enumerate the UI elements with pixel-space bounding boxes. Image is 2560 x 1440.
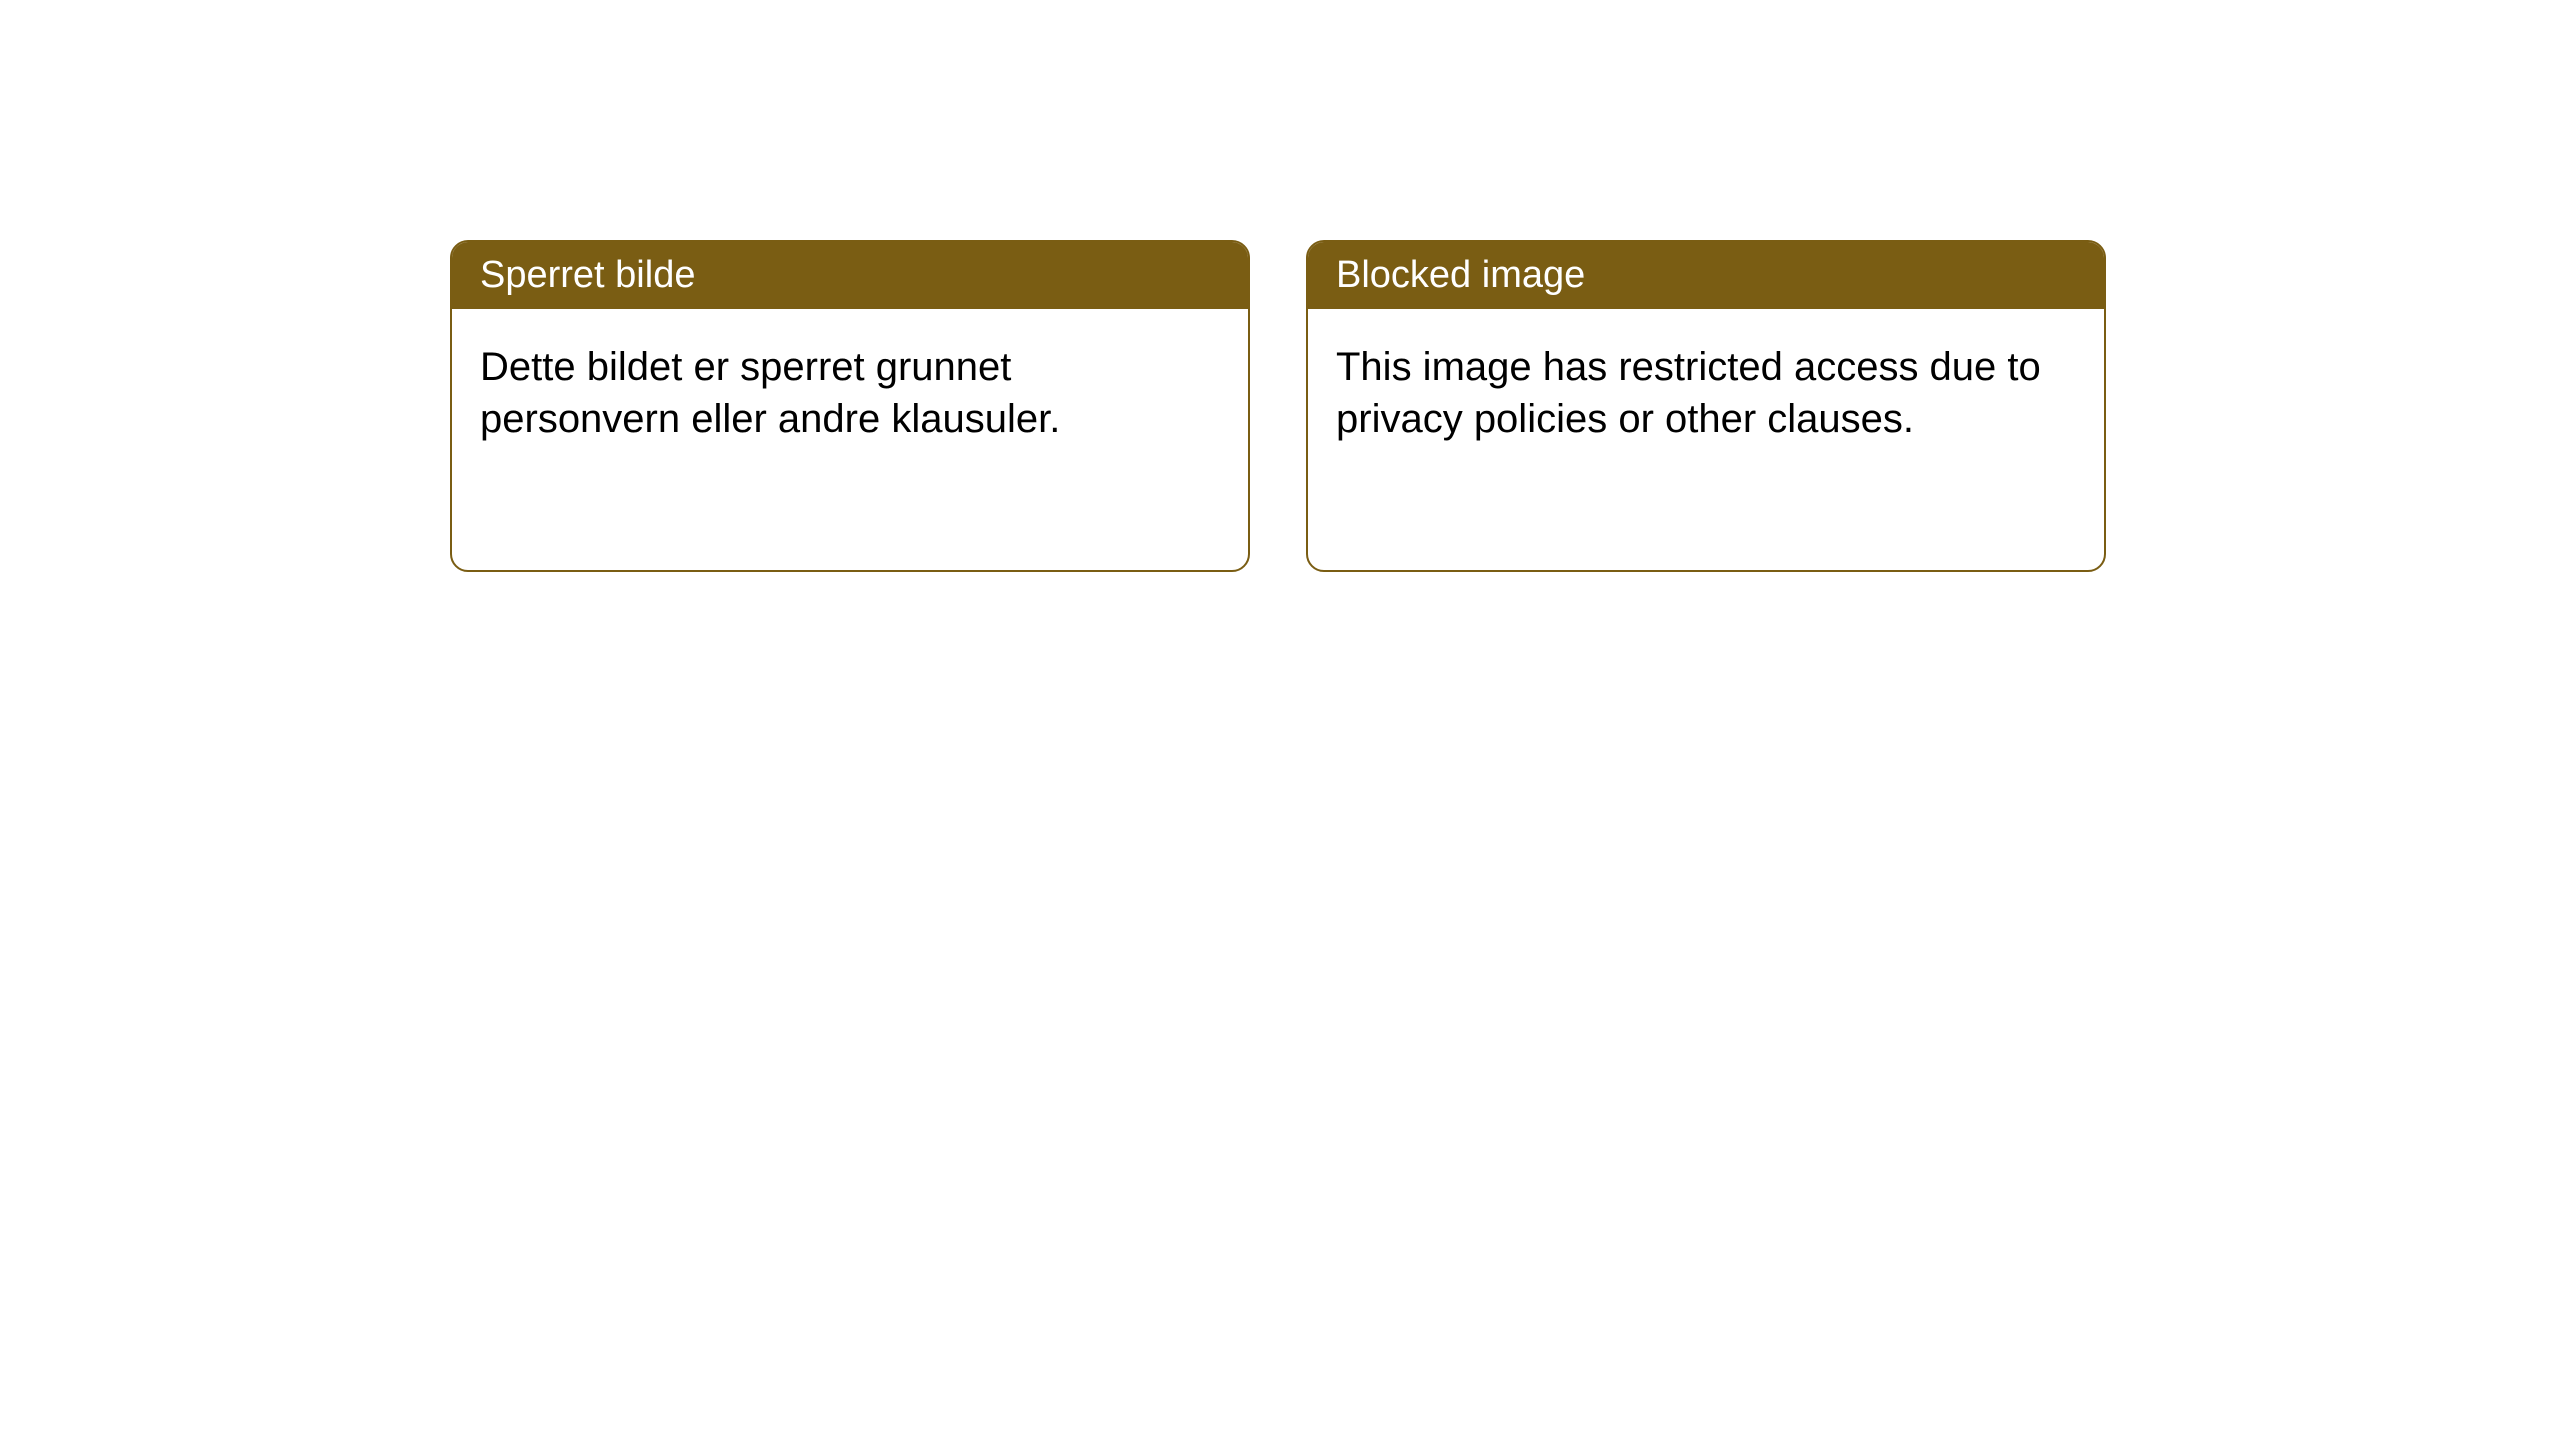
notice-header: Sperret bilde	[452, 242, 1248, 309]
notice-card-norwegian: Sperret bilde Dette bildet er sperret gr…	[450, 240, 1250, 572]
notice-card-english: Blocked image This image has restricted …	[1306, 240, 2106, 572]
notice-container: Sperret bilde Dette bildet er sperret gr…	[0, 0, 2560, 572]
notice-title: Sperret bilde	[480, 254, 695, 296]
notice-body: Dette bildet er sperret grunnet personve…	[452, 309, 1248, 477]
notice-header: Blocked image	[1308, 242, 2104, 309]
notice-title: Blocked image	[1336, 254, 1585, 296]
notice-body-text: Dette bildet er sperret grunnet personve…	[480, 345, 1060, 441]
notice-body: This image has restricted access due to …	[1308, 309, 2104, 477]
notice-body-text: This image has restricted access due to …	[1336, 345, 2041, 441]
